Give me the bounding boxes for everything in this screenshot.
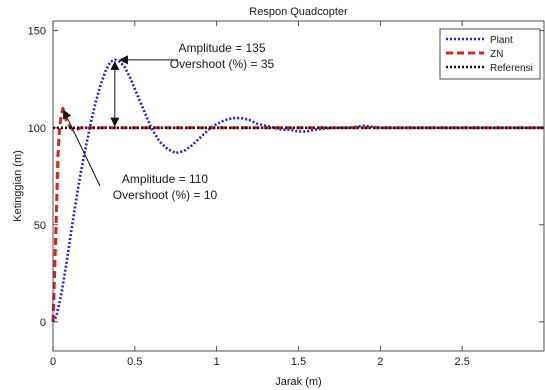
legend-box [439,28,541,80]
legend: Plant ZN Referensi [439,28,541,80]
x-tick-label: 0.5 [127,356,142,368]
annotation-text: Overshoot (%) = 35 [170,57,275,71]
y-tick-label: 100 [28,123,46,135]
chart-title: Respon Quadcopter [249,6,348,18]
series-layer [51,58,544,323]
y-tick-label: 0 [40,317,46,329]
x-tick-label: 1.5 [291,356,306,368]
x-tick-label: 1 [214,356,220,368]
y-tick-label: 50 [34,220,46,232]
x-tick-label: 2.5 [455,356,470,368]
annotation-text: Amplitude = 135 [178,41,265,55]
x-tick-label: 2 [377,356,383,368]
legend-label: Plant [490,35,513,46]
annotation-layer: Amplitude = 135 Overshoot (%) = 35 Amplitu… [63,41,275,202]
y-axis-label: Ketinggian (m) [12,150,24,222]
x-axis-label: Jarak (m) [275,376,321,388]
x-tick-label: 0 [50,356,56,368]
y-tick-label: 150 [28,26,46,38]
annotation-arrow-zn [63,109,101,187]
legend-label: Referensi [490,63,533,74]
annotation-text: Amplitude = 110 [122,172,208,186]
axes: 0 0.5 1 1.5 2 2.5 0 50 100 150 [28,20,545,368]
legend-label: ZN [490,49,503,60]
annotation-text: Overshoot (%) = 10 [113,188,218,202]
